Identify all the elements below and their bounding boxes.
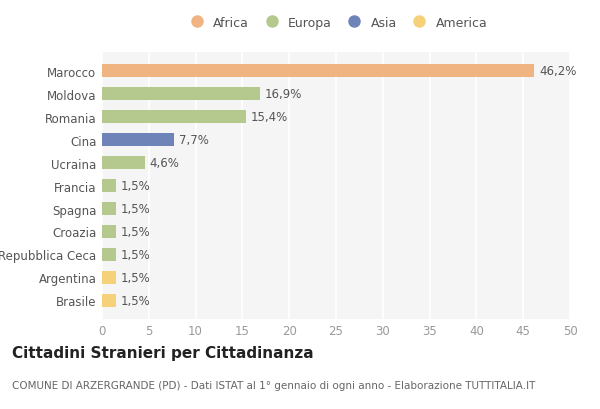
Text: COMUNE DI ARZERGRANDE (PD) - Dati ISTAT al 1° gennaio di ogni anno - Elaborazion: COMUNE DI ARZERGRANDE (PD) - Dati ISTAT … xyxy=(12,380,535,390)
Bar xyxy=(102,111,246,124)
Text: 16,9%: 16,9% xyxy=(265,88,302,101)
Text: 15,4%: 15,4% xyxy=(251,111,288,124)
Bar xyxy=(102,65,535,78)
Text: 1,5%: 1,5% xyxy=(121,180,151,193)
Text: 1,5%: 1,5% xyxy=(121,225,151,238)
Text: Cittadini Stranieri per Cittadinanza: Cittadini Stranieri per Cittadinanza xyxy=(12,346,314,361)
Bar xyxy=(102,88,260,101)
Bar xyxy=(102,294,116,307)
Bar xyxy=(102,180,116,192)
Text: 1,5%: 1,5% xyxy=(121,248,151,261)
Legend: Africa, Europa, Asia, America: Africa, Europa, Asia, America xyxy=(179,11,493,34)
Bar xyxy=(102,226,116,238)
Text: 1,5%: 1,5% xyxy=(121,294,151,307)
Bar xyxy=(102,134,174,146)
Text: 46,2%: 46,2% xyxy=(539,65,577,78)
Text: 7,7%: 7,7% xyxy=(179,134,209,147)
Bar xyxy=(102,203,116,215)
Text: 4,6%: 4,6% xyxy=(150,157,179,170)
Text: 1,5%: 1,5% xyxy=(121,202,151,216)
Text: 1,5%: 1,5% xyxy=(121,271,151,284)
Bar xyxy=(102,157,145,169)
Bar xyxy=(102,249,116,261)
Bar xyxy=(102,272,116,284)
